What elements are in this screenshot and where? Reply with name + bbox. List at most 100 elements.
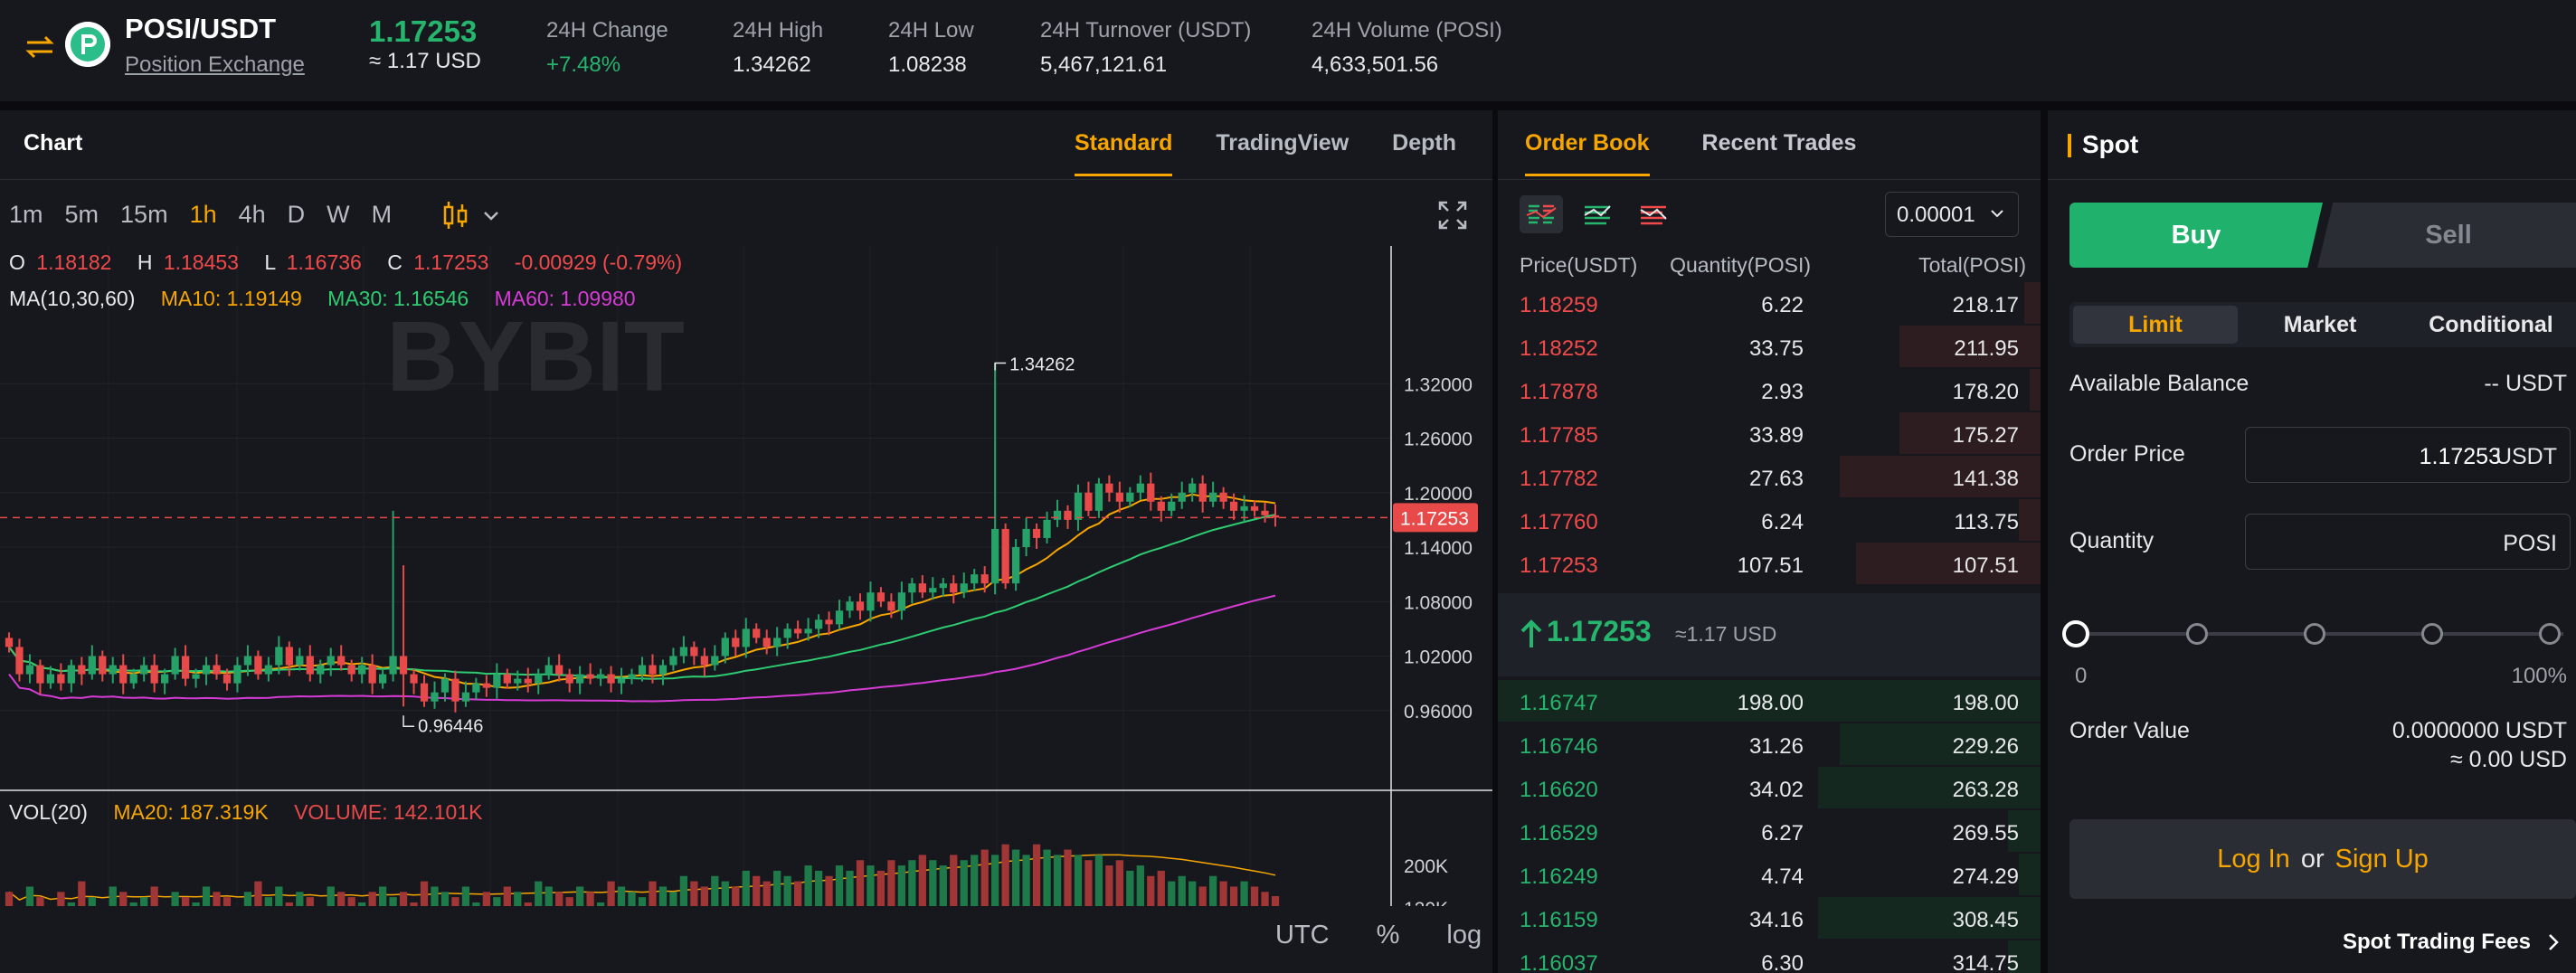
volume-bar bbox=[57, 892, 65, 906]
bid-row[interactable]: 1.16747 198.00 198.00 bbox=[1498, 680, 2041, 723]
candlestick-type-icon[interactable] bbox=[440, 199, 472, 231]
ask-total: 211.95 bbox=[1954, 336, 2019, 361]
swap-arrows-icon[interactable] bbox=[24, 31, 56, 63]
chevron-down-icon[interactable] bbox=[481, 206, 501, 226]
order-type-limit[interactable]: Limit bbox=[2073, 306, 2238, 344]
volume-tick-label: 200K bbox=[1404, 856, 1448, 877]
volume-bar bbox=[1189, 881, 1197, 906]
candle-body bbox=[140, 665, 148, 675]
candle-body bbox=[99, 656, 107, 675]
tab-standard[interactable]: Standard bbox=[1075, 130, 1173, 176]
login-link[interactable]: Log In bbox=[2217, 845, 2290, 874]
interval-m[interactable]: M bbox=[371, 201, 393, 228]
volume-bar bbox=[596, 902, 605, 906]
slider-step-75[interactable] bbox=[2421, 623, 2443, 645]
tab-depth[interactable]: Depth bbox=[1392, 130, 1456, 156]
candle-body bbox=[638, 665, 647, 675]
volume-bar bbox=[285, 902, 293, 906]
log-toggle[interactable]: log bbox=[1446, 921, 1482, 949]
mode-bids-button[interactable] bbox=[1576, 195, 1619, 233]
ask-total: 141.38 bbox=[1952, 467, 2019, 491]
slider-step-50[interactable] bbox=[2304, 623, 2325, 645]
interval-4h[interactable]: 4h bbox=[238, 201, 266, 228]
volume-bar bbox=[1178, 875, 1186, 906]
ask-row[interactable]: 1.17785 33.89 175.27 bbox=[1498, 412, 2041, 456]
interval-5m[interactable]: 5m bbox=[64, 201, 99, 228]
bid-qty: 4.74 bbox=[1761, 864, 1804, 889]
interval-1h[interactable]: 1h bbox=[189, 201, 217, 228]
candle-body bbox=[929, 588, 937, 593]
slider-handle[interactable] bbox=[2062, 620, 2089, 647]
ask-row[interactable]: 1.17760 6.24 113.75 bbox=[1498, 499, 2041, 543]
ask-price: 1.17760 bbox=[1520, 510, 1598, 534]
interval-15m[interactable]: 15m bbox=[120, 201, 168, 228]
tab-order-book[interactable]: Order Book bbox=[1525, 130, 1650, 176]
interval-w[interactable]: W bbox=[327, 201, 350, 228]
precision-select[interactable]: 0.00001 bbox=[1885, 192, 2019, 237]
bid-row[interactable]: 1.16620 34.02 263.28 bbox=[1498, 767, 2041, 810]
volume-bar bbox=[960, 860, 968, 906]
ohlc-l-label: L bbox=[264, 250, 276, 274]
sell-tab-button[interactable]: Sell bbox=[2317, 203, 2576, 268]
slider-step-25[interactable] bbox=[2186, 623, 2208, 645]
percent-toggle[interactable]: % bbox=[1376, 921, 1400, 949]
bid-row[interactable]: 1.16249 4.74 274.29 bbox=[1498, 854, 2041, 897]
buy-tab-button[interactable]: Buy bbox=[2069, 203, 2323, 268]
volume-bar bbox=[264, 897, 273, 906]
bid-row[interactable]: 1.16037 6.30 314.75 bbox=[1498, 940, 2041, 973]
volume-bar bbox=[1229, 886, 1238, 906]
bid-qty: 31.26 bbox=[1748, 734, 1804, 759]
ask-row[interactable]: 1.18259 6.22 218.17 bbox=[1498, 282, 2041, 326]
volume-bar bbox=[586, 892, 594, 906]
volume-bar bbox=[431, 886, 439, 906]
ask-row[interactable]: 1.17782 27.63 141.38 bbox=[1498, 456, 2041, 499]
candle-body bbox=[939, 583, 947, 589]
ask-row[interactable]: 1.17878 2.93 178.20 bbox=[1498, 369, 2041, 412]
candle-body bbox=[814, 619, 823, 629]
fullscreen-icon[interactable] bbox=[1436, 199, 1469, 231]
order-type-market[interactable]: Market bbox=[2283, 312, 2357, 337]
ask-row[interactable]: 1.18252 33.75 211.95 bbox=[1498, 326, 2041, 369]
spot-trading-fees-link[interactable]: Spot Trading Fees bbox=[2342, 930, 2531, 954]
volume-bar bbox=[1043, 849, 1051, 906]
volume-bar bbox=[835, 865, 844, 906]
order-value-usd: ≈ 0.00 USD bbox=[2449, 747, 2567, 772]
price-chart[interactable]: BYBIT 1.32000 1.26000 1.20000 1.14000 1.0800… bbox=[0, 246, 1492, 906]
order-type-conditional[interactable]: Conditional bbox=[2429, 312, 2553, 337]
volume-bar bbox=[129, 902, 137, 906]
candle-body bbox=[78, 665, 86, 675]
bid-row[interactable]: 1.16529 6.27 269.55 bbox=[1498, 810, 2041, 854]
chevron-right-icon[interactable] bbox=[2543, 931, 2563, 953]
bid-row[interactable]: 1.16159 34.16 308.45 bbox=[1498, 897, 2041, 940]
order-value-label: Order Value bbox=[2069, 718, 2190, 743]
candle-body bbox=[202, 665, 211, 675]
signup-link[interactable]: Sign Up bbox=[2334, 845, 2429, 874]
ask-total: 107.51 bbox=[1952, 553, 2019, 578]
stat-value: 1.34262 bbox=[733, 52, 811, 77]
volume-bar bbox=[399, 892, 408, 906]
mode-both-button[interactable] bbox=[1520, 195, 1563, 233]
quantity-input[interactable]: POSI bbox=[2245, 514, 2571, 570]
ask-price: 1.17785 bbox=[1520, 423, 1598, 448]
volume-legend: VOL(20) MA20: 187.319K VOLUME: 142.101K bbox=[9, 800, 483, 824]
order-price-input[interactable]: 1.17253 USDT bbox=[2245, 427, 2571, 483]
candle-body bbox=[317, 665, 325, 675]
interval-1m[interactable]: 1m bbox=[9, 201, 43, 228]
vol-label: VOL(20) bbox=[9, 800, 88, 824]
candle-body bbox=[57, 674, 65, 684]
tab-tradingview[interactable]: TradingView bbox=[1216, 130, 1350, 156]
tab-recent-trades[interactable]: Recent Trades bbox=[1701, 130, 1857, 156]
slider-step-100[interactable] bbox=[2539, 623, 2561, 645]
candle-body bbox=[1011, 547, 1020, 584]
volume-bar bbox=[451, 897, 459, 906]
exchange-link[interactable]: Position Exchange bbox=[125, 52, 305, 77]
vol-ma20: MA20: 187.319K bbox=[113, 800, 269, 824]
interval-selector: 1m 5m 15m 1h 4h D W M bbox=[9, 201, 392, 229]
candle-body bbox=[1115, 492, 1123, 502]
bid-row[interactable]: 1.16746 31.26 229.26 bbox=[1498, 723, 2041, 767]
ask-row[interactable]: 1.17253 107.51 107.51 bbox=[1498, 543, 2041, 586]
mode-asks-button[interactable] bbox=[1632, 195, 1675, 233]
interval-d[interactable]: D bbox=[287, 201, 306, 228]
utc-toggle[interactable]: UTC bbox=[1275, 921, 1330, 949]
order-value: 0.0000000 USDT bbox=[2391, 718, 2567, 743]
